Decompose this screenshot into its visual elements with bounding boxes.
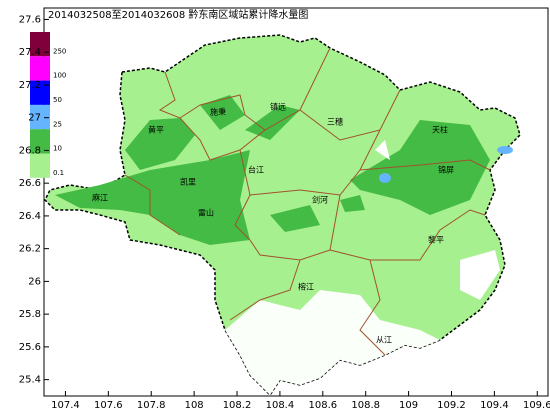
place-label: 麻江 [92,193,108,203]
legend-label: 0.1 [53,169,64,177]
axes: 107.4 107.6 107.8 108 108.2 108.4 108.6 108.8 10… [19,14,550,411]
x-tick-label: 107.8 [137,400,166,411]
place-label: 三穗 [327,117,343,127]
x-tick-label: 108.4 [266,400,295,411]
y-tick-label: 26.8 [19,145,41,156]
x-tick-label: 108.2 [223,400,252,411]
y-tick-label: 25.6 [19,342,41,353]
y-tick-label: 25.4 [19,375,41,386]
no-rain [225,140,500,395]
x-tick-label: 109.2 [437,400,466,411]
x-tick-label: 109 [399,400,418,411]
legend-label: 50 [53,96,62,104]
legend-label: 100 [53,72,66,80]
place-label: 剑河 [312,195,328,205]
y-tick-label: 26.4 [19,211,41,222]
place-label: 施秉 [210,107,226,117]
legend-swatch [30,80,50,105]
county-borders [124,47,491,356]
x-tick-label: 108 [185,400,204,411]
x-tick-label: 108.6 [308,400,337,411]
y-tick-label: 27.6 [19,14,41,25]
place-label: 黎平 [428,235,444,245]
x-tick-label: 109.6 [523,400,550,411]
y-tick-label: 25.8 [19,309,41,320]
rain-10 [55,95,490,245]
legend-swatch [30,104,50,130]
legend-swatch [30,129,50,154]
place-label: 雷山 [198,208,214,218]
legend-swatch [30,32,50,57]
place-label: 镇远 [270,102,286,112]
place-label: 天柱 [432,125,448,135]
y-tick-label: 27.2 [19,80,41,91]
x-tick-label: 109.4 [480,400,509,411]
x-tick-label: 107.4 [51,400,80,411]
place-label: 台江 [248,165,264,175]
y-tick-label: 27 [28,113,41,124]
rain-25 [379,146,513,183]
legend-label: 250 [53,47,66,55]
legend-swatch [30,153,50,178]
y-tick-label: 27.4 [19,47,41,58]
legend-label: 10 [53,145,62,153]
x-tick-label: 108.8 [351,400,380,411]
legend-label: 25 [53,120,62,128]
place-label: 黄平 [148,125,164,135]
y-tick-label: 26 [28,276,41,287]
place-label: 从江 [376,336,392,345]
x-tick-label: 107.6 [94,400,123,411]
legend: 250 100 50 25 10 0.1 [30,32,66,178]
place-label: 锦屏 [438,165,454,175]
place-label: 榕江 [298,282,314,292]
place-label: 凯里 [180,177,196,187]
y-tick-label: 26.2 [19,244,41,255]
map-title: 2014032508至2014032608 黔东南区域站累计降水量图 [48,8,308,21]
y-tick-label: 26.6 [19,178,41,189]
legend-swatch [30,56,50,81]
